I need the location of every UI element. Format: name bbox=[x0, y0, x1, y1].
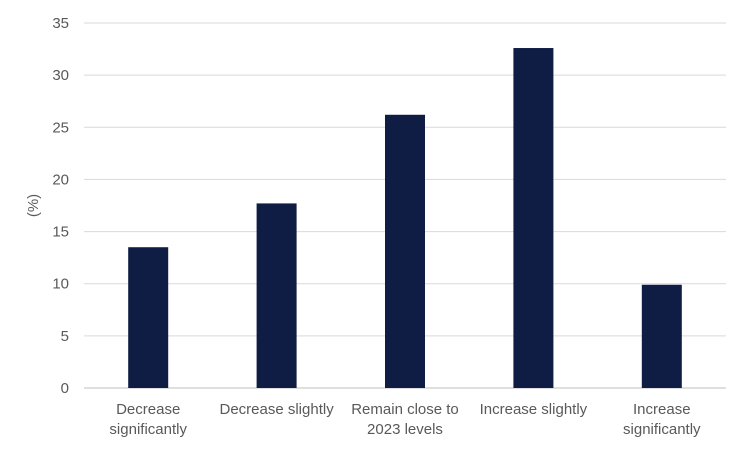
y-tick-label: 5 bbox=[61, 328, 69, 345]
y-tick-label: 25 bbox=[52, 119, 69, 136]
x-category-label: Decrease significantly bbox=[109, 401, 187, 438]
bars bbox=[128, 48, 682, 389]
y-tick-label: 10 bbox=[52, 276, 69, 293]
y-tick-label: 0 bbox=[61, 380, 69, 397]
y-tick-label: 35 bbox=[52, 15, 69, 32]
bar bbox=[256, 203, 297, 388]
x-axis-labels: Decrease significantly Decrease slightly Re… bbox=[109, 401, 701, 438]
bar bbox=[385, 114, 425, 389]
x-category-label: Increase slightly bbox=[480, 401, 588, 418]
y-tick-label: 30 bbox=[52, 67, 69, 84]
x-category-label: Remain close to 2023 levels bbox=[351, 401, 459, 438]
bar bbox=[513, 48, 554, 389]
y-tick-label: 20 bbox=[52, 171, 69, 188]
bar bbox=[641, 284, 682, 388]
x-category-label: Increase significantly bbox=[623, 401, 701, 438]
bar bbox=[128, 247, 169, 388]
x-category-label: Decrease slightly bbox=[219, 401, 334, 418]
y-axis-ticks: 0 5 10 15 20 25 30 35 bbox=[52, 15, 69, 397]
y-axis-title: (%) bbox=[25, 194, 42, 217]
y-tick-label: 15 bbox=[52, 224, 69, 241]
